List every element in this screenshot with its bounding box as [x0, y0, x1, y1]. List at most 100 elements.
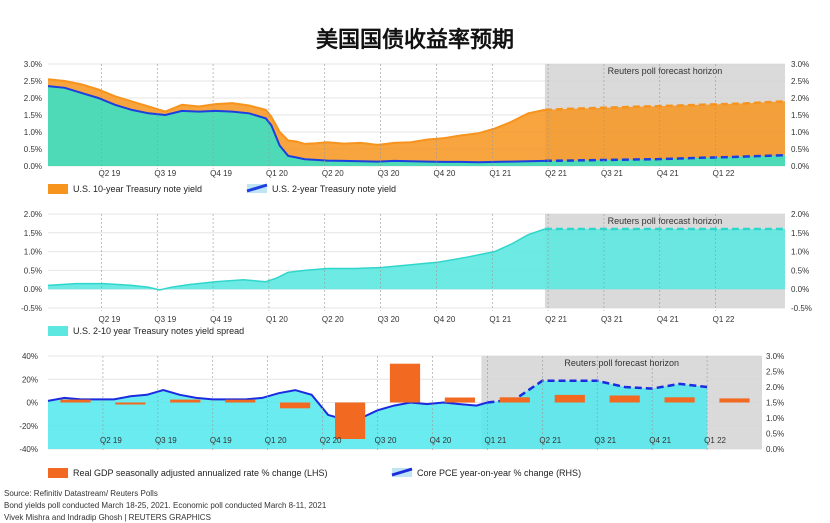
p1-ytick-right: 3.0% — [791, 60, 809, 69]
p3-ytick-left: 40% — [22, 352, 38, 361]
p3-gdp-bar — [225, 399, 256, 403]
p3-xtick-label: Q4 20 — [430, 436, 452, 445]
p3-xtick-label: Q3 21 — [594, 436, 616, 445]
p2-ytick-right: 0.5% — [791, 266, 809, 275]
p1-xtick-label: Q4 20 — [434, 169, 456, 178]
p3-legend-gdp-label: Real GDP seasonally adjusted annualized … — [73, 468, 327, 478]
p1-10yr-line — [47, 78, 546, 146]
p2-forecast-label: Reuters poll forecast horizon — [608, 216, 723, 226]
p2-spread-line — [47, 228, 546, 291]
p3-xtick-label: Q4 21 — [649, 436, 671, 445]
source-note: Source: Refinitiv Datastream/ Reuters Po… — [4, 489, 158, 498]
p3-xtick-label: Q3 19 — [155, 436, 177, 445]
p3-gdp-bar — [499, 397, 530, 403]
p3-gdp-bar — [170, 399, 201, 403]
p1-xtick-label: Q2 21 — [545, 169, 567, 178]
p1-ytick-right: 1.5% — [791, 111, 809, 120]
p1-legend-10yr-swatch — [48, 184, 68, 194]
p2-ytick-right: 2.0% — [791, 210, 809, 219]
p3-xtick-label: Q1 21 — [484, 436, 506, 445]
p1-xtick-label: Q2 20 — [322, 169, 344, 178]
p2-spread-area — [48, 229, 785, 290]
p2-ytick-right: -0.5% — [791, 304, 812, 313]
p1-xtick-label: Q1 22 — [713, 169, 735, 178]
p1-xtick-label: Q4 19 — [210, 169, 232, 178]
p3-forecast-label: Reuters poll forecast horizon — [564, 358, 679, 368]
p1-ytick-left: 0.0% — [24, 162, 42, 171]
p1-xtick-label: Q4 21 — [657, 169, 679, 178]
p1-forecast-label: Reuters poll forecast horizon — [608, 66, 723, 76]
p2-xtick-label: Q2 20 — [322, 315, 344, 324]
p3-gdp-bar — [389, 363, 421, 403]
credit-note: Vivek Mishra and Indradip Ghosh | REUTER… — [4, 513, 211, 522]
p1-ytick-right: 1.0% — [791, 128, 809, 137]
p1-legend-2yr-label: U.S. 2-year Treasury note yield — [272, 184, 396, 194]
p2-ytick-left: 0.0% — [24, 285, 42, 294]
poll-note: Bond yields poll conducted March 18-25, … — [4, 501, 327, 510]
p2-xtick-label: Q3 21 — [601, 315, 623, 324]
p1-ytick-right: 2.0% — [791, 94, 809, 103]
p3-ytick-right: 0.0% — [766, 445, 784, 454]
p1-2yr-area — [48, 86, 785, 166]
p3-xtick-label: Q1 22 — [704, 436, 726, 445]
p1-2yr-line — [47, 85, 545, 164]
p1-xtick-label: Q2 19 — [99, 169, 121, 178]
p3-gdp-bar — [609, 395, 640, 403]
p2-xtick-label: Q1 20 — [266, 315, 288, 324]
p3-ytick-right: 1.5% — [766, 399, 784, 408]
p1-ytick-left: 1.5% — [24, 111, 42, 120]
p3-legend-pce-line — [391, 467, 413, 477]
p3-xtick-label: Q2 20 — [320, 436, 342, 445]
p2-ytick-left: 1.0% — [24, 248, 42, 257]
p2-xtick-label: Q1 21 — [489, 315, 511, 324]
p3-gdp-bar — [335, 402, 366, 439]
p2-ytick-left: -0.5% — [21, 304, 42, 313]
p3-gdp-bar — [115, 402, 146, 405]
p2-ytick-left: 0.5% — [24, 266, 42, 275]
p1-ytick-left: 2.0% — [24, 94, 42, 103]
p1-xtick-label: Q3 19 — [154, 169, 176, 178]
p3-ytick-right: 0.5% — [766, 430, 784, 439]
p3-legend-pce-label: Core PCE year-on-year % change (RHS) — [417, 468, 581, 478]
p2-xtick-label: Q2 21 — [545, 315, 567, 324]
p3-pce-line — [47, 389, 488, 421]
chart-title: 美国国债收益率预期 — [315, 27, 514, 53]
p1-xtick-label: Q3 21 — [601, 169, 623, 178]
p3-ytick-right: 1.0% — [766, 414, 784, 423]
p1-10yr-forecast-line — [544, 100, 786, 112]
p3-gdp-bar — [554, 394, 585, 403]
p2-ytick-right: 1.0% — [791, 248, 809, 257]
p3-gdp-bar — [280, 402, 311, 409]
p1-xtick-label: Q1 20 — [266, 169, 288, 178]
p3-xtick-label: Q4 19 — [210, 436, 232, 445]
p1-ytick-left: 3.0% — [24, 60, 42, 69]
p2-ytick-left: 1.5% — [24, 229, 42, 238]
p1-ytick-left: 0.5% — [24, 145, 42, 154]
p1-ytick-right: 0.5% — [791, 145, 809, 154]
p3-legend-gdp-swatch — [48, 468, 68, 478]
p1-ytick-right: 0.0% — [791, 162, 809, 171]
p1-ytick-right: 2.5% — [791, 77, 809, 86]
p3-xtick-label: Q1 20 — [265, 436, 287, 445]
p2-legend-spread-swatch — [48, 326, 68, 336]
p2-xtick-label: Q3 19 — [154, 315, 176, 324]
p3-xtick-label: Q2 21 — [539, 436, 561, 445]
p2-ytick-right: 0.0% — [791, 285, 809, 294]
p3-ytick-left: -20% — [19, 422, 38, 431]
p3-xtick-label: Q2 19 — [100, 436, 122, 445]
p2-xtick-label: Q1 22 — [713, 315, 735, 324]
p1-2yr-forecast-line — [544, 153, 786, 163]
p3-ytick-right: 2.0% — [766, 383, 784, 392]
p1-xtick-label: Q1 21 — [489, 169, 511, 178]
p2-xtick-label: Q3 20 — [378, 315, 400, 324]
p3-gdp-bar — [664, 397, 695, 403]
p3-ytick-right: 3.0% — [766, 352, 784, 361]
p2-xtick-label: Q4 19 — [210, 315, 232, 324]
p1-xtick-label: Q3 20 — [378, 169, 400, 178]
p3-ytick-left: 0% — [26, 399, 38, 408]
p3-xtick-label: Q3 20 — [375, 436, 397, 445]
p2-ytick-left: 2.0% — [24, 210, 42, 219]
p3-ytick-left: -40% — [19, 445, 38, 454]
p1-legend-10yr-label: U.S. 10-year Treasury note yield — [73, 184, 202, 194]
